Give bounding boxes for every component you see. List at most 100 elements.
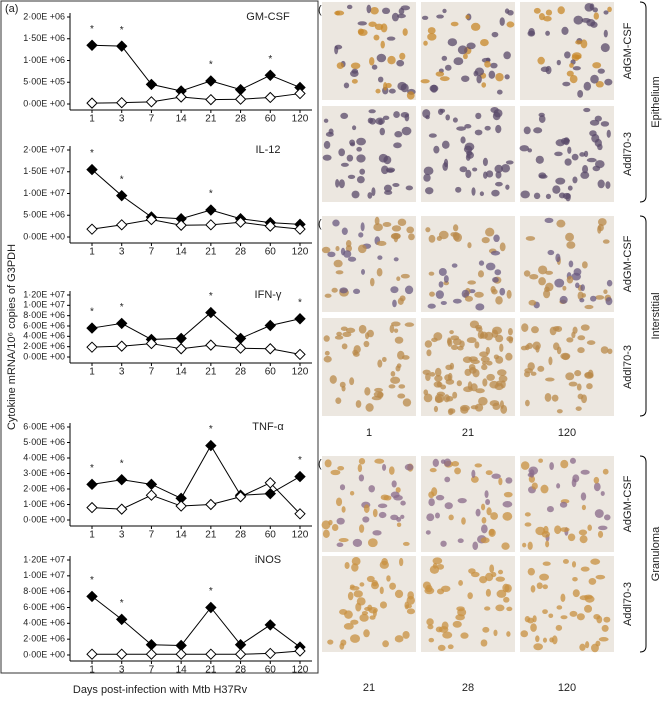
cell xyxy=(344,562,350,569)
cell xyxy=(394,635,404,643)
cell xyxy=(442,162,449,171)
cell xyxy=(497,569,504,575)
data-point xyxy=(294,470,306,483)
data-point xyxy=(205,204,217,216)
cell xyxy=(453,57,464,66)
cell xyxy=(347,591,354,601)
cell xyxy=(343,82,350,89)
cell xyxy=(505,352,513,361)
panel-frame xyxy=(0,0,319,674)
cell xyxy=(365,403,374,412)
data-point xyxy=(145,96,158,108)
cell xyxy=(431,487,438,497)
cell xyxy=(328,128,334,135)
cell xyxy=(363,629,370,638)
cell xyxy=(568,381,578,387)
cell xyxy=(334,45,339,55)
cell xyxy=(560,459,569,469)
cell xyxy=(556,346,562,355)
cell xyxy=(367,117,374,124)
y-tick-label: 1·50E +06 xyxy=(23,33,65,43)
y-tick-label: 1·00E +06 xyxy=(23,55,65,65)
cell xyxy=(400,83,409,93)
cell xyxy=(391,12,399,22)
cell xyxy=(552,326,560,331)
data-point xyxy=(294,645,306,657)
cell xyxy=(343,250,352,258)
cell xyxy=(349,584,355,589)
cell xyxy=(359,168,366,175)
cell xyxy=(438,267,447,276)
cell xyxy=(477,270,485,278)
cell xyxy=(386,36,396,41)
cell xyxy=(452,117,458,123)
y-tick-label: 1·20E +07 xyxy=(23,289,65,299)
data-point xyxy=(175,500,187,512)
cell xyxy=(371,580,378,587)
cell xyxy=(520,630,529,638)
cell xyxy=(441,140,450,149)
cell xyxy=(597,143,603,151)
cell xyxy=(335,179,340,188)
cell xyxy=(595,574,606,580)
significance-mark: * xyxy=(90,24,94,35)
cell xyxy=(394,336,404,344)
cell xyxy=(600,121,610,127)
cell xyxy=(430,84,438,93)
cell xyxy=(566,70,574,77)
cell xyxy=(460,406,469,414)
cell xyxy=(567,185,573,191)
data-point xyxy=(86,223,98,235)
cell xyxy=(387,55,396,65)
cell xyxy=(390,514,399,521)
cell xyxy=(456,606,465,612)
micrograph-bg xyxy=(520,318,614,416)
cell xyxy=(502,511,513,521)
cell xyxy=(490,62,498,69)
micrograph xyxy=(322,2,416,100)
significance-mark: * xyxy=(268,54,272,65)
x-tick-label: 60 xyxy=(265,114,277,125)
cell xyxy=(559,295,568,304)
significance-mark: * xyxy=(209,189,213,200)
cell xyxy=(478,396,488,406)
cell xyxy=(444,502,453,510)
cell xyxy=(576,613,585,621)
cell xyxy=(559,527,570,532)
data-point xyxy=(264,319,276,332)
cell xyxy=(593,476,600,484)
cell xyxy=(447,644,454,650)
cell xyxy=(573,15,584,25)
data-point xyxy=(205,339,217,351)
y-tick-label: 6·00E +06 xyxy=(23,320,65,330)
bracket xyxy=(639,215,647,417)
cell xyxy=(543,525,549,534)
cell xyxy=(545,282,554,292)
cell xyxy=(491,572,497,578)
cell xyxy=(575,40,582,45)
cell xyxy=(484,490,489,499)
cell xyxy=(603,29,608,38)
cell xyxy=(491,31,499,38)
cell xyxy=(335,246,340,252)
cell xyxy=(565,372,575,381)
cell xyxy=(351,78,358,84)
cell xyxy=(363,504,370,513)
data-point xyxy=(86,501,98,514)
cell xyxy=(444,64,452,71)
cell xyxy=(520,461,530,470)
cell xyxy=(495,604,505,612)
cell xyxy=(351,563,359,572)
cell xyxy=(421,15,429,20)
cell xyxy=(554,525,562,535)
cell xyxy=(323,118,329,123)
data-point xyxy=(116,473,128,486)
cell xyxy=(379,586,384,595)
cell xyxy=(494,269,502,276)
cell xyxy=(530,585,536,593)
significance-mark: * xyxy=(120,458,124,469)
cell xyxy=(321,246,331,254)
data-point xyxy=(205,648,217,660)
micrograph xyxy=(421,216,515,312)
micrograph xyxy=(519,106,614,202)
